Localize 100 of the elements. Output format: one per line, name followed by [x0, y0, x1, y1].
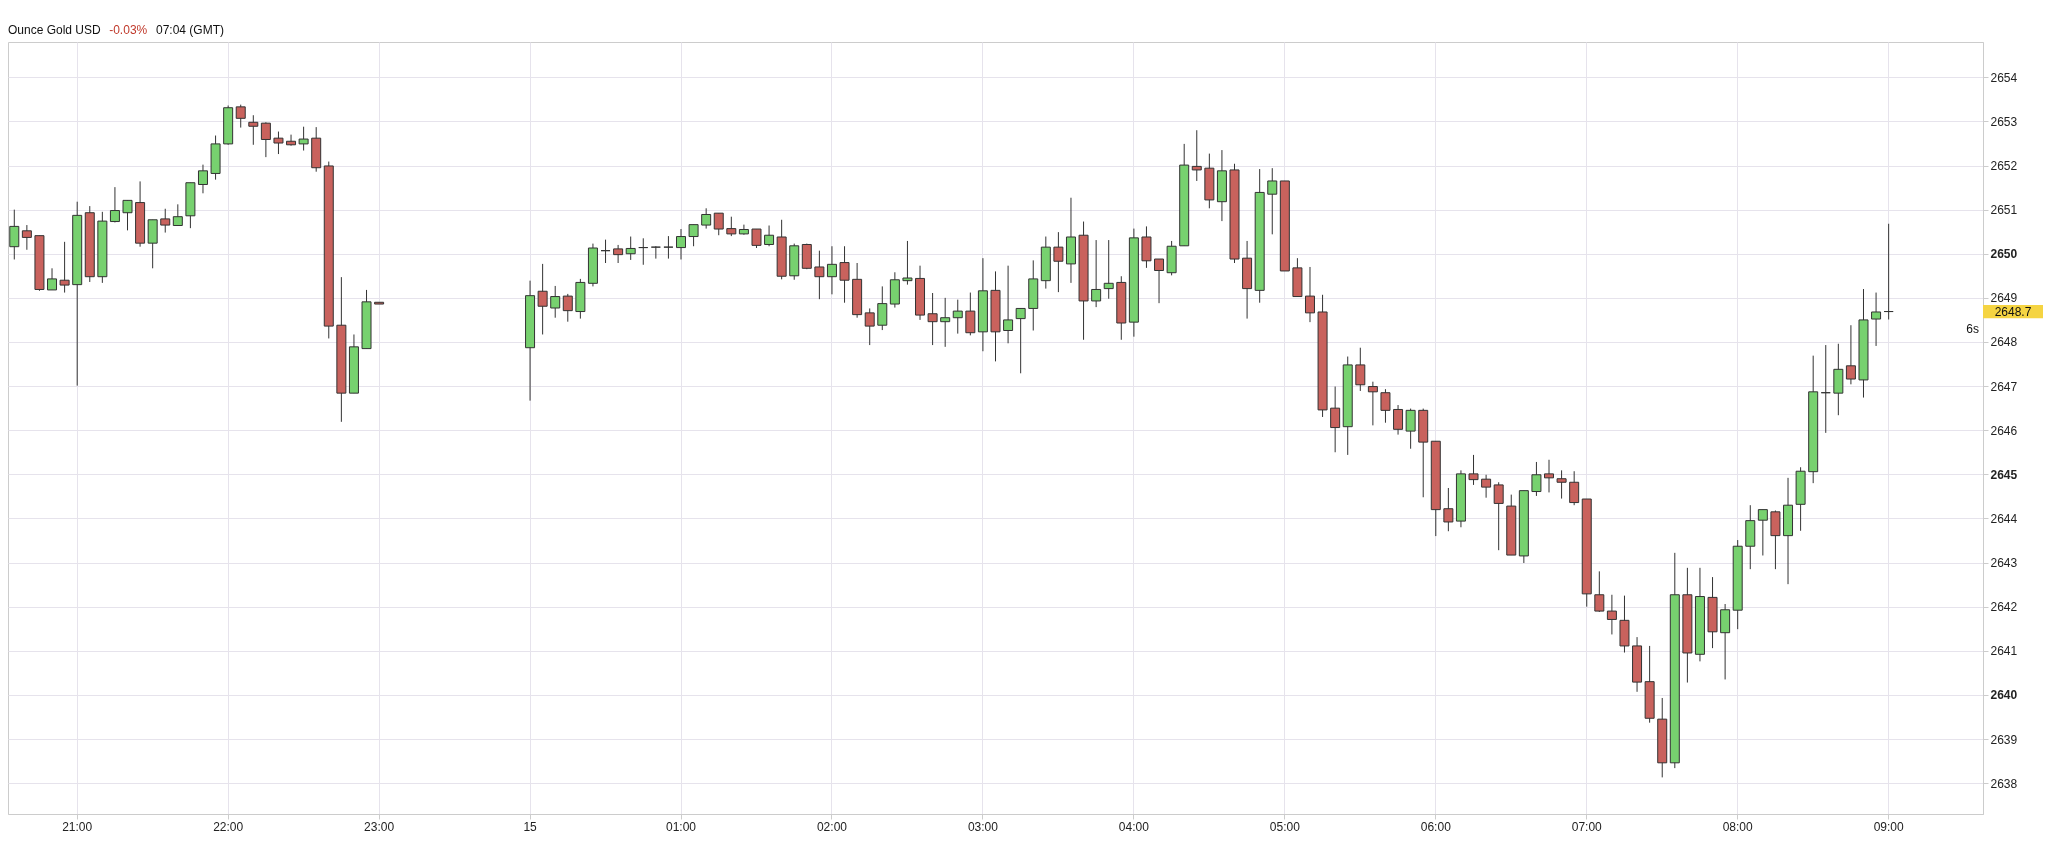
- text: -0.03%: [109, 23, 148, 37]
- candlestick: [1443, 487, 1454, 532]
- y-tick-label: 2653: [1990, 114, 2018, 129]
- x-tick-label: 08:00: [1722, 819, 1754, 834]
- candlestick: [1845, 324, 1856, 385]
- y-tick-label: 2641: [1990, 644, 2018, 659]
- x-tick-label: 22:00: [213, 819, 244, 834]
- x-tick-label: 09:00: [1873, 819, 1904, 834]
- y-tick-label: 2648: [1990, 335, 2018, 350]
- x-tick-label: 03:00: [967, 819, 999, 834]
- candlestick: [260, 121, 271, 158]
- candlestick: [613, 244, 624, 264]
- candlestick: [47, 267, 58, 291]
- candlestick: [1091, 239, 1102, 308]
- candlestick: [814, 250, 825, 300]
- x-tick-label: 07:00: [1571, 819, 1603, 834]
- annotation: 6s: [1966, 321, 1979, 336]
- candlestick: [927, 292, 938, 346]
- candlestick: [273, 131, 284, 155]
- y-tick-label: 2643: [1990, 556, 2018, 571]
- candlestick: [1468, 454, 1479, 486]
- candlestick: [1380, 388, 1391, 424]
- candlestick: [1569, 470, 1580, 506]
- candlestick: [688, 224, 699, 247]
- candlestick: [1594, 570, 1605, 613]
- candlestick: [1757, 509, 1768, 556]
- y-tick-label: 2638: [1990, 776, 2018, 791]
- x-tick-label: 23:00: [364, 819, 395, 834]
- x-tick-label: 05:00: [1269, 819, 1301, 834]
- candlestick: [826, 245, 837, 295]
- candlestick: [172, 203, 183, 227]
- candlestick: [1191, 129, 1202, 182]
- candlestick: [877, 285, 888, 331]
- candlestick: [701, 207, 712, 230]
- y-tick-label: 2651: [1990, 203, 2018, 218]
- y-tick-label: 2639: [1990, 732, 2018, 747]
- candlestick: [1531, 461, 1542, 497]
- x-tick-label: 01:00: [665, 819, 697, 834]
- candlestick: [59, 241, 70, 294]
- candlestick: [550, 285, 561, 319]
- y-tick-label: 2646: [1990, 423, 2018, 438]
- candlestick: [940, 297, 951, 348]
- candlestick: [1405, 408, 1416, 450]
- candlestick: [1053, 231, 1064, 293]
- candlestick: [1606, 594, 1617, 635]
- candlestick: [1355, 347, 1366, 392]
- candlestick: [751, 228, 762, 249]
- y-tick-label: 2650: [1990, 247, 2018, 262]
- candlestick: [1393, 404, 1404, 436]
- candlestick: [562, 293, 573, 323]
- candlestick: [1003, 265, 1014, 344]
- candlestick: [1267, 167, 1278, 235]
- candlestick: [1015, 307, 1026, 374]
- candlestick: [109, 186, 120, 223]
- candlestick: [286, 134, 297, 147]
- x-tick-label: 02:00: [816, 819, 848, 834]
- candlestick: [1367, 381, 1378, 426]
- candlestick: [864, 307, 875, 346]
- candlestick: [197, 164, 208, 194]
- candlestick: [1304, 266, 1315, 323]
- candlestick: [1481, 474, 1492, 499]
- y-tick-label: 2644: [1990, 511, 2018, 526]
- candlestick: [235, 104, 246, 129]
- candlestick: [147, 219, 158, 269]
- candlestick: [764, 225, 775, 247]
- text: 2648.7: [1994, 304, 2032, 319]
- y-tick-label: 2647: [1990, 379, 2018, 394]
- candlestick: [122, 199, 133, 231]
- y-tick-label: 2642: [1990, 600, 2018, 615]
- candlestick: [726, 216, 737, 237]
- candlestick: [1720, 603, 1731, 680]
- x-tick-label: 21:00: [62, 819, 93, 834]
- y-tick-label: 2645: [1990, 467, 2018, 482]
- candlestick: [676, 228, 687, 260]
- y-tick-label: 2640: [1990, 688, 2018, 703]
- candlestick: [1871, 292, 1882, 347]
- candlestick: [298, 126, 309, 152]
- candlestick: [1154, 258, 1165, 304]
- y-tick-label: 2654: [1990, 70, 2018, 85]
- y-tick-label: 2652: [1990, 159, 2018, 174]
- candlestick: [1103, 239, 1114, 300]
- candlestick: [9, 209, 20, 260]
- candlestick: [713, 212, 724, 236]
- chart-title: Ounce Gold USD: [8, 23, 102, 37]
- x-tick-label: 04:00: [1118, 819, 1150, 834]
- candlestick: [902, 240, 913, 286]
- y-tick-label: 2649: [1990, 291, 2018, 306]
- candlestick: [1141, 225, 1152, 269]
- candlestick: [1493, 481, 1504, 551]
- candlestick: [625, 236, 636, 261]
- candlestick: [952, 299, 963, 335]
- candlestick: [248, 114, 259, 146]
- text: 07:04 (GMT): [156, 23, 225, 37]
- candlestick: [1770, 509, 1781, 570]
- candlestick: [21, 224, 32, 251]
- candlestick: [160, 208, 171, 234]
- x-tick-label: 15: [523, 819, 538, 834]
- candlestick: [663, 235, 674, 260]
- candlestick: [1833, 343, 1844, 416]
- candlestick: [1544, 459, 1554, 493]
